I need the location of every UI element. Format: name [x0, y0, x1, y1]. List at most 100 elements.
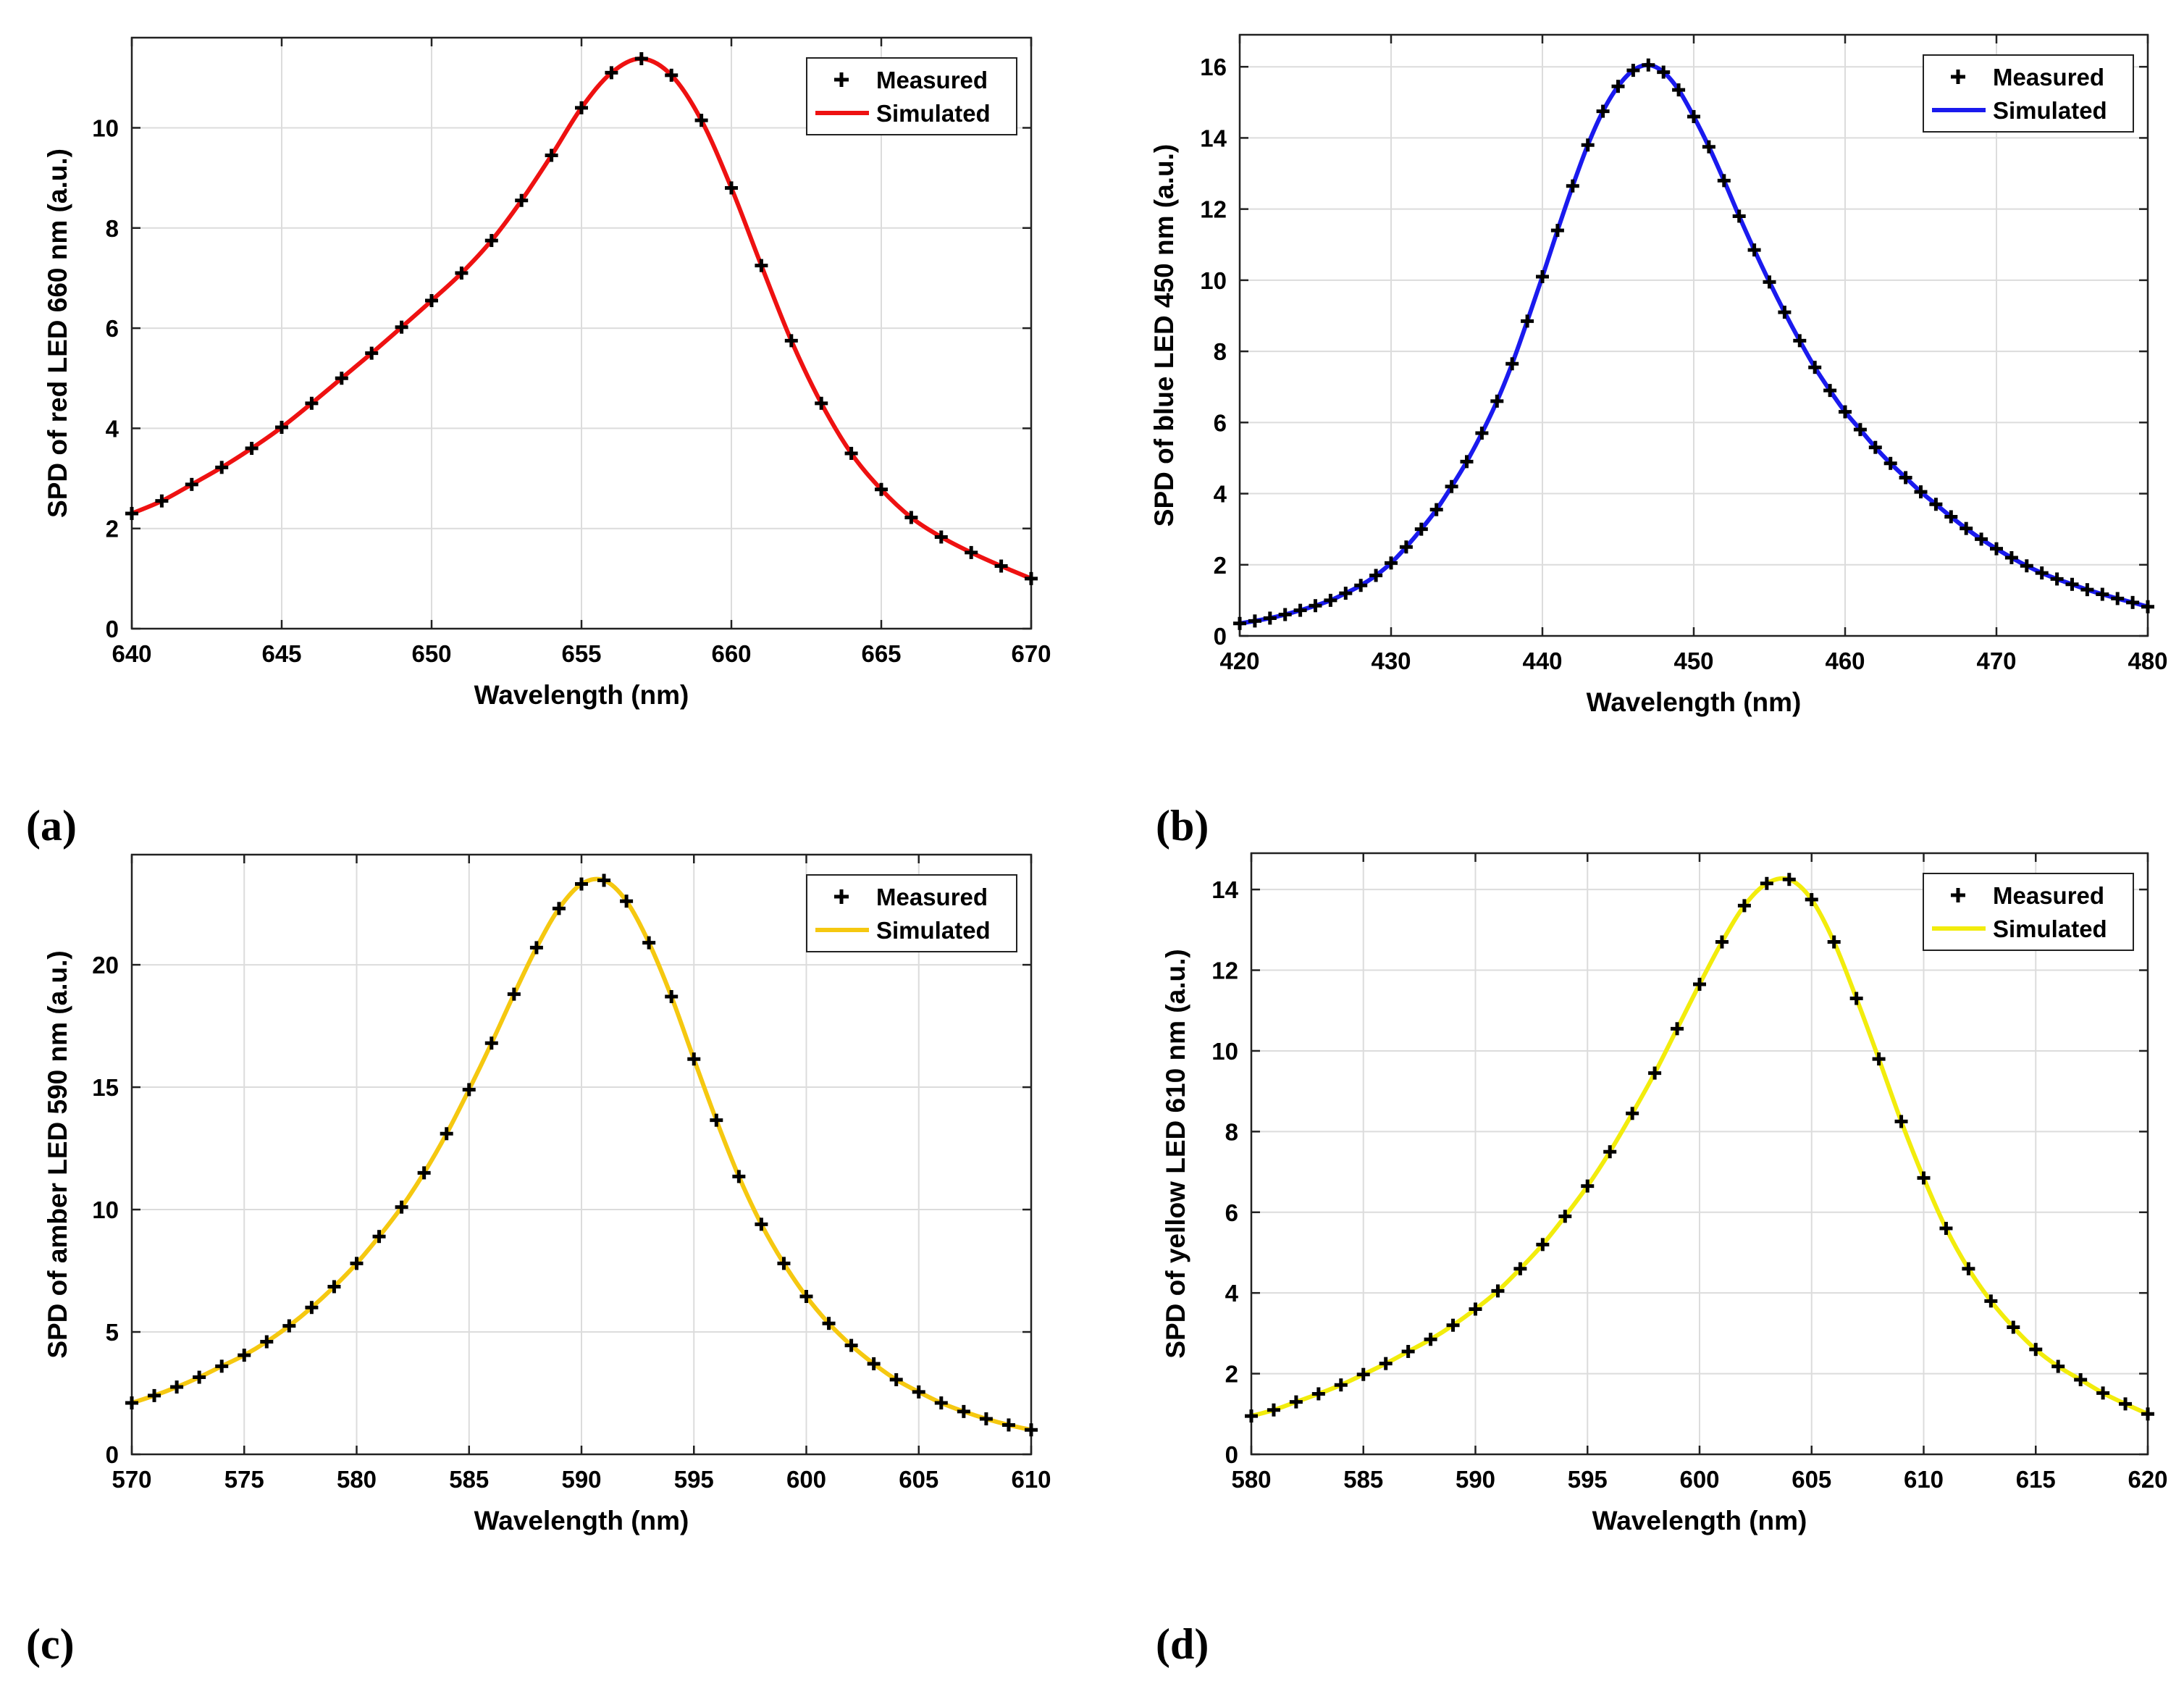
measured-point: [844, 446, 858, 460]
x-tick-label: 590: [1456, 1466, 1495, 1493]
x-tick-label: 620: [2128, 1466, 2167, 1493]
x-tick-label: 420: [1219, 647, 1259, 674]
measured-point: [1975, 532, 1988, 546]
measured-point: [1505, 357, 1519, 371]
measured-point: [395, 320, 408, 334]
measured-point: [1491, 1284, 1505, 1298]
measured-point: [395, 1200, 408, 1214]
measured-point: [2029, 1343, 2043, 1357]
measured-point: [1460, 455, 1474, 469]
measured-point: [1687, 109, 1700, 123]
measured-point: [1894, 1115, 1908, 1128]
measured-point: [1883, 456, 1897, 470]
measured-point: [1760, 876, 1773, 890]
measured-point: [710, 1113, 723, 1127]
measured-point: [1793, 334, 1807, 348]
x-axis-label: Wavelength (nm): [1587, 687, 1802, 717]
measured-point: [507, 987, 521, 1001]
y-tick-label: 14: [1200, 125, 1227, 151]
measured-point: [1536, 269, 1549, 283]
measured-point: [2007, 1320, 2020, 1334]
measured-point: [2050, 572, 2064, 586]
y-axis-label: SPD of red LED 660 nm (a.u.): [43, 148, 72, 518]
measured-point: [1849, 992, 1863, 1005]
measured-point: [335, 372, 348, 385]
measured-point: [2074, 1372, 2088, 1386]
measured-point: [2004, 550, 2018, 564]
measured-point: [350, 1257, 364, 1270]
x-tick-label: 595: [674, 1466, 714, 1493]
measured-point: [1581, 138, 1595, 152]
measured-point: [1626, 1107, 1639, 1120]
measured-point: [2080, 583, 2094, 597]
legend: Measured Simulated: [806, 57, 1017, 135]
measured-point: [125, 506, 138, 520]
measured-point: [1401, 1344, 1415, 1358]
legend: Measured Simulated: [1923, 873, 2134, 951]
measured-point: [1566, 179, 1579, 193]
panel-label-c: (c): [26, 1620, 75, 1668]
measured-point: [1808, 361, 1822, 374]
measured-point: [1311, 1387, 1325, 1401]
measured-point: [597, 873, 611, 887]
measured-point: [1917, 1171, 1931, 1185]
measured-point: [245, 442, 259, 456]
x-tick-label: 450: [1673, 647, 1713, 674]
measured-point: [1626, 64, 1640, 77]
y-tick-label: 20: [92, 952, 119, 978]
y-tick-label: 0: [1225, 1441, 1238, 1468]
y-tick-label: 4: [1225, 1280, 1239, 1307]
panel-label-b: (b): [1156, 802, 1209, 850]
measured-point: [934, 1396, 948, 1410]
measured-point: [1369, 569, 1383, 582]
measured-point: [1657, 65, 1671, 79]
measured-point: [1827, 935, 1841, 949]
measured-point: [1001, 1418, 1015, 1432]
legend-box: [806, 874, 1017, 952]
measured-point: [1025, 1423, 1038, 1437]
chart-panel-b: 420 430 440 450 460 470 480 0 2 4 6 8 10 12 14 16 Wavele…: [1149, 33, 2168, 717]
measured-point: [1671, 1022, 1684, 1036]
x-tick-label: 650: [411, 640, 451, 667]
measured-point: [1581, 1179, 1595, 1193]
measured-point: [372, 1230, 386, 1244]
measured-point: [462, 1083, 476, 1097]
measured-point: [1445, 479, 1458, 493]
measured-point: [822, 1317, 836, 1330]
measured-point: [799, 1290, 813, 1304]
x-tick-label: 610: [1904, 1466, 1944, 1493]
measured-point: [1339, 587, 1353, 600]
measured-point: [1984, 1294, 1998, 1308]
measured-point: [867, 1357, 881, 1370]
measured-point: [1823, 384, 1837, 398]
measured-point: [545, 148, 558, 162]
measured-point: [815, 396, 828, 410]
y-axis-label: SPD of yellow LED 610 nm (a.u.): [1161, 949, 1190, 1358]
measured-point: [994, 559, 1008, 573]
measured-point: [1899, 471, 1912, 485]
legend-box: [806, 57, 1017, 135]
measured-point: [725, 181, 738, 195]
measured-point: [2051, 1359, 2065, 1373]
measured-point: [1293, 603, 1307, 617]
measured-point: [2065, 577, 2079, 591]
legend-measured-icon: [834, 889, 849, 904]
measured-point: [440, 1127, 453, 1141]
measured-point: [777, 1257, 791, 1270]
chart-panel-c: 570 575 580 585 590 595 600 605 610 0 5 10 15 20 Wavel…: [43, 853, 1051, 1535]
y-tick-label: 6: [1225, 1199, 1238, 1226]
y-tick-label: 2: [1214, 552, 1227, 579]
x-tick-label: 430: [1371, 647, 1411, 674]
y-tick-label: 2: [1225, 1361, 1238, 1388]
x-tick-label: 440: [1522, 647, 1562, 674]
measured-point: [1233, 616, 1246, 630]
measured-point: [1868, 440, 1882, 454]
legend-measured-icon: [834, 72, 849, 87]
y-axis-label: SPD of blue LED 450 nm (a.u.): [1149, 144, 1179, 527]
x-tick-label: 640: [112, 640, 151, 667]
measured-point: [1715, 935, 1729, 949]
measured-point: [1747, 243, 1761, 257]
measured-point: [215, 1359, 229, 1373]
x-tick-label: 670: [1011, 640, 1051, 667]
measured-point: [1550, 224, 1564, 238]
